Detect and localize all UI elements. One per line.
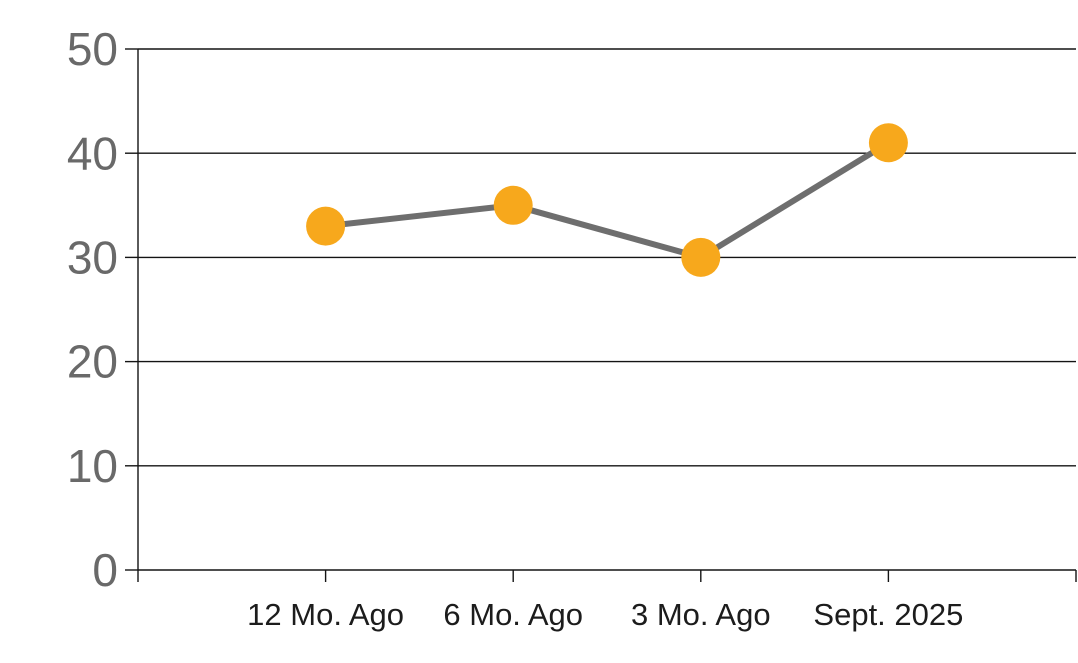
gridlines: [138, 48, 1076, 571]
x-tick-label: Sept. 2025: [813, 597, 963, 632]
y-tick-label: 50: [67, 23, 118, 75]
x-axis-ticks: [137, 570, 1077, 582]
x-axis-labels: 12 Mo. Ago 6 Mo. Ago 3 Mo. Ago Sept. 2025: [247, 597, 963, 632]
y-axis-labels: 0 10 20 30 40 50: [67, 23, 118, 596]
y-tick-label: 40: [67, 127, 118, 179]
y-tick-label: 10: [67, 440, 118, 492]
data-points: [306, 123, 908, 277]
data-point-marker: [493, 185, 533, 225]
data-point-marker: [681, 237, 721, 277]
y-tick-label: 30: [67, 232, 118, 284]
data-point-marker: [868, 123, 908, 163]
x-tick-label: 3 Mo. Ago: [631, 597, 771, 632]
y-tick-label: 20: [67, 336, 118, 388]
x-tick-label: 6 Mo. Ago: [443, 597, 583, 632]
data-point-marker: [306, 206, 346, 246]
series-line: [322, 139, 892, 261]
y-axis-ticks: [125, 48, 138, 571]
x-tick-label: 12 Mo. Ago: [247, 597, 404, 632]
y-tick-label: 0: [92, 544, 118, 596]
